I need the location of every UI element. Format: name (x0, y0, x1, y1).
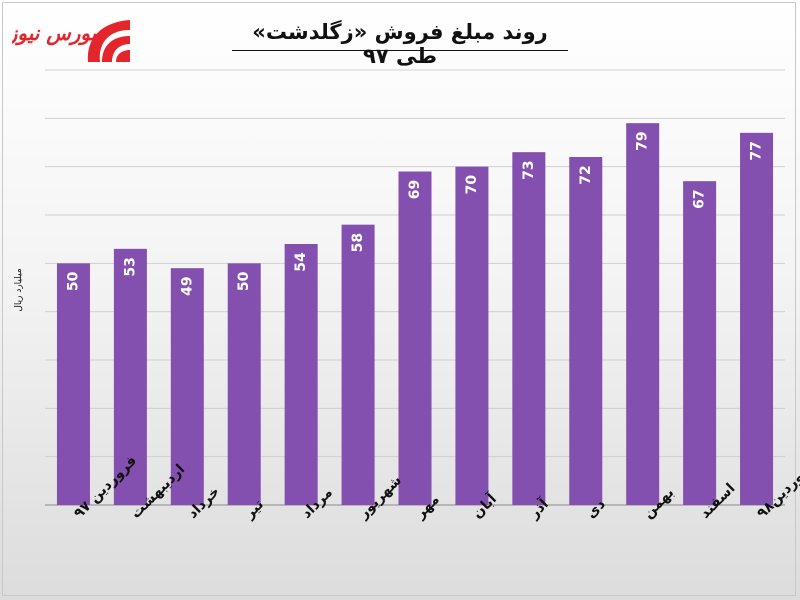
data-label: 79 (635, 131, 651, 150)
data-label: 50 (236, 271, 252, 291)
bar (56, 263, 90, 505)
title-underline (232, 50, 568, 51)
bar (113, 248, 147, 506)
data-label: 58 (350, 233, 366, 252)
data-label: 73 (521, 160, 537, 179)
data-label: 69 (407, 180, 423, 199)
data-label: 72 (578, 165, 594, 184)
data-label: 50 (65, 271, 81, 291)
bar (626, 123, 660, 506)
data-label: 54 (293, 252, 309, 272)
bar (284, 244, 318, 505)
bar (512, 152, 546, 505)
data-label: 77 (749, 141, 765, 160)
logo: بورس نیوز (5, 10, 132, 66)
data-label: 67 (692, 189, 708, 208)
bar (227, 263, 261, 505)
bar (170, 268, 204, 505)
logo-swoosh-icon (87, 20, 130, 62)
bar (341, 224, 375, 505)
chart-title: روند مبلغ فروش «زگلدشت» طی ۹۷ (252, 20, 548, 68)
data-label: 53 (122, 257, 138, 276)
bars (56, 123, 774, 506)
data-label: 49 (179, 276, 195, 295)
bar (683, 181, 717, 505)
bar (455, 166, 489, 505)
logo-text: بورس نیوز (12, 21, 97, 46)
data-label: 70 (464, 175, 480, 195)
bar (398, 171, 432, 505)
data-labels: 50 53 49 50 54 58 69 70 73 72 79 67 77 (65, 131, 764, 295)
bar (569, 157, 603, 505)
bar (740, 132, 774, 506)
